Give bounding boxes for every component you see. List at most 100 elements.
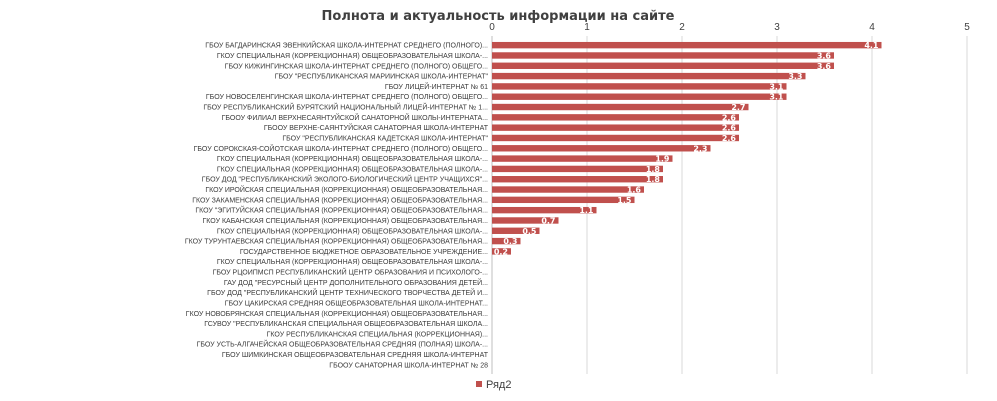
category-label: ГКОУ СПЕЦИАЛЬНАЯ (КОРРЕКЦИОННАЯ) ОБЩЕОБР…	[217, 53, 488, 60]
data-label: 1.5	[617, 196, 632, 205]
chart-title: Полнота и актуальность информации на сай…	[322, 9, 675, 24]
data-label: 0.3	[503, 237, 517, 246]
data-label: 0	[508, 278, 514, 287]
data-label: 3.3	[788, 72, 802, 81]
category-label: ГБООУ ФИЛИАЛ ВЕРХНЕСАЯНТУЙСКОЙ САНАТОРНО…	[222, 113, 488, 122]
bar	[492, 186, 644, 193]
data-label: 0	[508, 289, 514, 298]
category-label: ГБОУ РЦОИПМСП РЕСПУБЛИКАНСКИЙ ЦЕНТР ОБРА…	[213, 268, 488, 277]
category-label: ГКОУ СПЕЦИАЛЬНАЯ (КОРРЕКЦИОННАЯ) ОБЩЕОБР…	[217, 156, 488, 163]
category-label: ГКОУ ТУРУНТАЕВСКАЯ СПЕЦИАЛЬНАЯ (КОРРЕКЦИ…	[185, 239, 488, 246]
category-label: ГБОУ БАГДАРИНСКАЯ ЭВЕНКИЙСКАЯ ШКОЛА-ИНТЕ…	[205, 41, 488, 50]
bar	[492, 227, 540, 234]
bar	[492, 155, 673, 162]
category-label: ГСУВОУ "РЕСПУБЛИКАНСКАЯ СПЕЦИАЛЬНАЯ ОБЩЕ…	[204, 321, 488, 328]
category-label: ГБОУ ШИМКИНСКАЯ ОБЩЕОБРАЗОВАТЕЛЬНАЯ СРЕД…	[222, 352, 489, 359]
category-label: ГКОУ РЕСПУБЛИКАНСКАЯ СПЕЦИАЛЬНАЯ (КОРРЕК…	[267, 331, 488, 338]
category-label: ГОСУДАРСТВЕННОЕ БЮДЖЕТНОЕ ОБРАЗОВАТЕЛЬНО…	[240, 249, 488, 256]
category-label: ГАУ ДОД "РЕСУРСНЫЙ ЦЕНТР ДОПОЛНИТЕЛЬНОГО…	[224, 278, 488, 287]
x-tick-label: 5	[964, 22, 970, 33]
x-tick-label: 2	[679, 22, 685, 33]
category-label: ГБОУ УСТЬ-АЛГАЧЕЙСКАЯ ОБЩЕОБРАЗОВАТЕЛЬНА…	[197, 340, 488, 349]
category-label: ГБОУ РЕСПУБЛИКАНСКИЙ БУРЯТСКИЙ НАЦИОНАЛЬ…	[203, 103, 488, 112]
x-tick-label: 0	[489, 22, 495, 33]
bar	[492, 176, 663, 183]
x-tick-label: 4	[869, 22, 875, 33]
bar	[492, 72, 806, 80]
bar	[492, 145, 711, 152]
bar	[492, 196, 635, 204]
category-label: ГБОУ ЦАКИРСКАЯ СРЕДНЯЯ ОБЩЕОБРАЗОВАТЕЛЬН…	[225, 300, 488, 307]
legend-label: Ряд2	[486, 379, 511, 391]
data-label: 2.7	[731, 103, 745, 112]
data-label: 0	[508, 309, 514, 318]
data-label: 2.3	[693, 144, 707, 153]
category-label: ГКОУ КАБАНСКАЯ СПЕЦИАЛЬНАЯ (КОРРЕКЦИОННА…	[202, 218, 488, 225]
data-label: 0	[508, 351, 514, 360]
category-labels: ГБОУ БАГДАРИНСКАЯ ЭВЕНКИЙСКАЯ ШКОЛА-ИНТЕ…	[185, 41, 489, 370]
category-label: ГБООУ САНАТОРНАЯ ШКОЛА-ИНТЕРНАТ № 28	[329, 362, 488, 369]
category-label: ГКОУ ИРОЙСКАЯ СПЕЦИАЛЬНАЯ (КОРРЕКЦИОННАЯ…	[205, 185, 488, 194]
bar	[492, 248, 511, 255]
data-label: 3.6	[817, 51, 832, 60]
data-label: 1.6	[627, 186, 642, 195]
category-label: ГКОУ СПЕЦИАЛЬНАЯ (КОРРЕКЦИОННАЯ) ОБЩЕОБР…	[217, 259, 488, 266]
data-label: 3.6	[817, 62, 832, 71]
data-label: 1.8	[646, 175, 661, 184]
data-label: 0	[508, 340, 514, 349]
bar	[492, 103, 749, 111]
bar	[492, 83, 787, 90]
x-axis-ticks: 0 1 2 3 4 5	[489, 22, 970, 33]
category-label: ГБОУ КИЖИНГИНСКАЯ ШКОЛА-ИНТЕРНАТ СРЕДНЕГ…	[225, 63, 488, 70]
category-label: ГКОУ НОВОБРЯНСКАЯ СПЕЦИАЛЬНАЯ (КОРРЕКЦИО…	[186, 311, 488, 318]
data-label: 0	[508, 320, 514, 329]
data-label: 3.1	[769, 93, 784, 102]
data-label: 2.6	[722, 134, 737, 143]
bar	[492, 41, 882, 49]
bar	[492, 165, 663, 173]
bar	[492, 206, 597, 214]
bar	[492, 93, 787, 100]
bars	[492, 41, 882, 255]
data-label: 0	[508, 268, 514, 277]
x-tick-label: 1	[584, 22, 590, 33]
data-label: 2.6	[722, 124, 737, 133]
data-label: 4.1	[864, 41, 879, 50]
data-labels: 4.13.63.63.33.13.12.72.62.62.62.31.91.81…	[494, 41, 879, 370]
category-label: ГБОУ НОВОСЕЛЕНГИНСКАЯ ШКОЛА-ИНТЕРНАТ СРЕ…	[206, 94, 488, 101]
data-label: 0.5	[522, 227, 537, 236]
bar	[492, 217, 559, 224]
category-label: ГБОУ СОРОКСКАЯ-СОЙОТСКАЯ ШКОЛА-ИНТЕРНАТ …	[194, 144, 488, 153]
bar	[492, 114, 739, 121]
gridlines	[491, 36, 968, 374]
x-tick-label: 3	[774, 22, 780, 33]
category-label: ГКОУ СПЕЦИАЛЬНАЯ (КОРРЕКЦИОННАЯ) ОБЩЕОБР…	[217, 166, 488, 173]
data-label: 0	[508, 258, 514, 267]
data-label: 0.2	[494, 247, 508, 256]
bar	[492, 237, 521, 245]
category-label: ГБОУ ДОД "РЕСПУБЛИКАНСКИЙ ЦЕНТР ТЕХНИЧЕС…	[207, 288, 488, 297]
data-label: 1.9	[655, 155, 670, 164]
data-label: 0	[508, 361, 514, 370]
bar	[492, 124, 739, 131]
category-label: ГБООУ ВЕРХНЕ-САЯНТУЙСКАЯ САНАТОРНАЯ ШКОЛ…	[264, 123, 489, 132]
bar	[492, 134, 739, 142]
bar	[492, 62, 834, 69]
category-label: ГКОУ "ЭГИТУЙСКАЯ СПЕЦИАЛЬНАЯ (КОРРЕКЦИОН…	[195, 206, 488, 215]
data-label: 0	[508, 330, 514, 339]
data-label: 3.1	[769, 82, 784, 91]
data-label: 0.7	[541, 216, 555, 225]
category-label: ГБОУ "РЕСПУБЛИКАНСКАЯ МАРИИНСКАЯ ШКОЛА-И…	[275, 74, 489, 81]
legend: Ряд2	[476, 379, 511, 391]
data-label: 0	[508, 299, 514, 308]
legend-swatch	[476, 381, 482, 387]
category-label: ГКОУ ЗАКАМЕНСКАЯ СПЕЦИАЛЬНАЯ (КОРРЕКЦИОН…	[192, 197, 488, 204]
data-label: 1.8	[646, 165, 661, 174]
category-label: ГБОУ ЛИЦЕЙ-ИНТЕРНАТ № 61	[385, 82, 488, 91]
category-label: ГБОУ "РЕСПУБЛИКАНСКАЯ КАДЕТСКАЯ ШКОЛА-ИН…	[282, 135, 488, 142]
data-label: 2.6	[722, 113, 737, 122]
data-label: 1.1	[579, 206, 594, 215]
category-label: ГБОУ ДОД "РЕСПУБЛИКАНСКИЙ ЭКОЛОГО-БИОЛОГ…	[202, 175, 488, 184]
